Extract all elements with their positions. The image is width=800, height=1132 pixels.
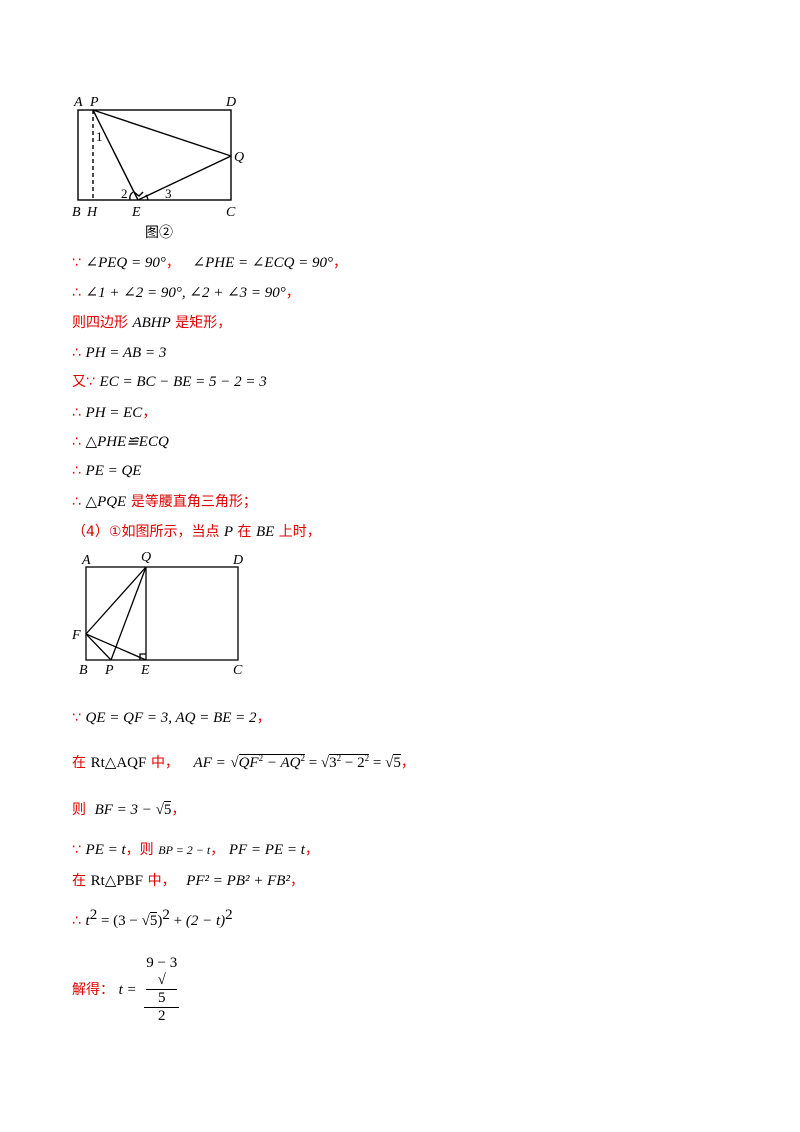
right-angle-mark-e bbox=[139, 653, 146, 660]
proof1-line6: ∴ PH = EC， bbox=[72, 405, 157, 421]
label2-a: A bbox=[81, 553, 91, 568]
label-p: P bbox=[89, 95, 99, 110]
rect-abcd-2 bbox=[85, 566, 239, 661]
sqrt-1: √QF2 − AQ2 bbox=[230, 753, 305, 771]
segment-pe bbox=[92, 109, 139, 201]
label2-d: D bbox=[232, 553, 243, 568]
segment-pq2 bbox=[110, 566, 147, 661]
proof1-line8: ∴ PE = QE bbox=[72, 463, 142, 479]
angle-3-label: 3 bbox=[165, 186, 172, 201]
angle-3-arc bbox=[145, 194, 149, 201]
label-d: D bbox=[225, 95, 236, 110]
proof1-line4: ∴ PH = AB = 3 bbox=[72, 345, 167, 361]
sqrt-2: √32 − 22 bbox=[320, 753, 370, 771]
segment-pq bbox=[92, 109, 232, 157]
proof1-line5: 又∵ EC = BC − BE = 5 − 2 = 3 bbox=[72, 374, 267, 390]
proof2-line1: ∵ QE = QF = 3, AQ = BE = 2， bbox=[72, 710, 271, 726]
label-c: C bbox=[226, 205, 236, 220]
label-e: E bbox=[131, 205, 141, 220]
proof2-line7: 解得： t = 9 − 3 √ 5 2 bbox=[72, 955, 180, 1024]
label-b: B bbox=[72, 205, 81, 220]
label2-b: B bbox=[79, 663, 88, 678]
rect-abcd-1 bbox=[77, 109, 232, 201]
segment-fq bbox=[85, 566, 147, 635]
part4-intro: （4）①如图所示，当点 P 在 BE 上时， bbox=[72, 524, 321, 540]
angle-2-label: 2 bbox=[121, 186, 128, 201]
proof1-line2: ∴ ∠1 + ∠2 = 90°, ∠2 + ∠3 = 90°， bbox=[72, 285, 300, 301]
proof1-line3: 则四边形 ABHP 是矩形， bbox=[72, 315, 232, 331]
label2-f: F bbox=[71, 628, 81, 643]
label2-e: E bbox=[140, 663, 150, 678]
figure-2: A Q D F B P E C bbox=[71, 550, 243, 678]
proof2-line6: ∴ t2 = (3 − √5)2 + (2 − t)2 bbox=[72, 907, 233, 929]
proof2-line3: 则 BF = 3 − √5， bbox=[72, 801, 186, 818]
label2-c: C bbox=[233, 663, 243, 678]
proof1-line1: ∵ ∠PEQ = 90°， ∠PHE = ∠ECQ = 90°， bbox=[72, 255, 348, 271]
label-q: Q bbox=[234, 150, 244, 165]
figure-1: A P D Q B H E C 1 2 3 图② bbox=[72, 95, 244, 241]
sqrt-3: √5 bbox=[385, 754, 401, 771]
angle-2-arc bbox=[129, 191, 134, 201]
proof1-line9: ∴ △PQE 是等腰直角三角形； bbox=[72, 494, 257, 510]
sqrt-5: √5 bbox=[141, 912, 158, 929]
label2-q: Q bbox=[141, 550, 151, 565]
figure-1-caption: 图② bbox=[145, 225, 173, 241]
label2-p: P bbox=[104, 663, 114, 678]
sqrt-4: √5 bbox=[155, 801, 172, 818]
sqrt-6: √ 5 bbox=[146, 972, 178, 1007]
proof2-line4: ∵ PE = t，则 BP = 2 − t， PF = PE = t， bbox=[72, 842, 319, 858]
proof2-line5: 在 Rt△PBF 中， PF² = PB² + FB²， bbox=[72, 873, 304, 889]
fraction: 9 − 3 √ 5 2 bbox=[144, 955, 180, 1024]
label-a: A bbox=[73, 95, 83, 110]
angle-1-label: 1 bbox=[96, 129, 103, 144]
right-angle-mark bbox=[133, 191, 144, 197]
proof1-line7: ∴ △PHE≌ECQ bbox=[72, 434, 169, 450]
segment-eq bbox=[137, 155, 232, 201]
label-h: H bbox=[86, 205, 98, 220]
segment-fe bbox=[85, 633, 147, 661]
segment-fp bbox=[85, 633, 112, 661]
proof2-line2: 在 Rt△AQF 中， AF = √QF2 − AQ2 = √32 − 22 =… bbox=[72, 753, 415, 771]
